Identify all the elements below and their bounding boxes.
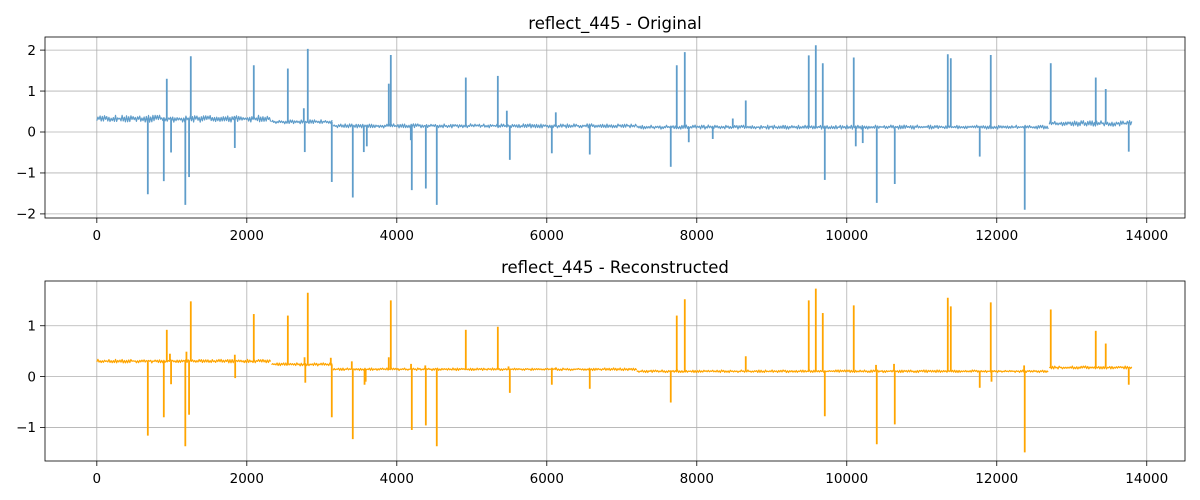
axes-frame (44, 280, 1186, 462)
y-axis: −1 0 1 (16, 318, 45, 436)
x-tick-label: 8000 (680, 471, 714, 487)
baseline-segment (332, 367, 638, 372)
plot-area (96, 288, 1133, 453)
x-tick-label: 12000 (975, 471, 1018, 487)
grid (45, 37, 1185, 218)
y-tick-label: 1 (27, 318, 36, 334)
baseline-segment (332, 123, 638, 129)
x-tick-label: 4000 (380, 228, 414, 244)
axes-frame-group (44, 36, 1186, 219)
y-tick-label: 0 (27, 369, 36, 385)
x-tick-label: 2000 (230, 228, 264, 244)
y-tick-label: 0 (27, 125, 36, 141)
x-tick-label: 8000 (680, 228, 714, 244)
baseline-segment (96, 114, 272, 123)
y-tick-label: 2 (27, 43, 36, 59)
series-line (96, 45, 1133, 210)
y-tick-label: −1 (16, 166, 36, 182)
y-axis: −2 −1 0 1 2 (16, 43, 45, 223)
x-tick-label: 2000 (230, 471, 264, 487)
x-tick-label: 10000 (825, 228, 868, 244)
chart-original: reflect_445 - Original 0 2000 4000 6000 8000… (16, 14, 1186, 244)
baseline-segment (1048, 365, 1133, 370)
baseline-segment (271, 362, 333, 367)
baseline-segment (1048, 120, 1133, 127)
chart-title: reflect_445 - Original (528, 14, 701, 34)
plot-area (96, 45, 1133, 210)
y-tick-label: 1 (27, 84, 36, 100)
x-tick-label: 14000 (1125, 228, 1168, 244)
x-tick-label: 0 (93, 471, 102, 487)
x-axis: 0 2000 4000 6000 8000 10000 12000 14000 (93, 218, 1168, 244)
x-tick-label: 14000 (1125, 471, 1168, 487)
baseline-segment (96, 358, 272, 364)
chart-reconstructed: reflect_445 - Reconstructed 0 2000 4000 600… (16, 258, 1186, 487)
x-tick-label: 12000 (975, 228, 1018, 244)
axes-frame (44, 36, 1186, 219)
chart-title: reflect_445 - Reconstructed (501, 258, 729, 278)
x-tick-label: 6000 (530, 471, 564, 487)
series-line (96, 288, 1133, 453)
x-axis: 0 2000 4000 6000 8000 10000 12000 14000 (93, 461, 1168, 487)
x-tick-label: 0 (93, 228, 102, 244)
y-tick-label: −2 (16, 207, 36, 223)
baseline-segment (271, 119, 333, 125)
x-tick-label: 4000 (380, 471, 414, 487)
x-tick-label: 10000 (825, 471, 868, 487)
axes-frame-group (44, 280, 1186, 462)
x-tick-label: 6000 (530, 228, 564, 244)
y-tick-label: −1 (16, 420, 36, 436)
